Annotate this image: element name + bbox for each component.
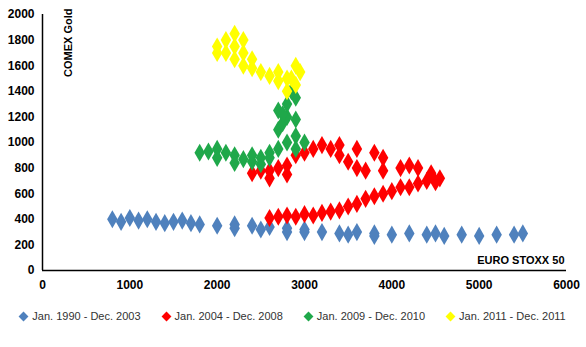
svg-text:1600: 1600 xyxy=(8,59,35,73)
svg-text:2000: 2000 xyxy=(204,278,231,292)
svg-text:1200: 1200 xyxy=(8,110,35,124)
html-text:Jan. 2009 - Dec. 2010: Jan. 2009 - Dec. 2010 xyxy=(316,310,426,322)
svg-text:0: 0 xyxy=(39,278,46,292)
svg-text:6000: 6000 xyxy=(553,278,580,292)
svg-text:1400: 1400 xyxy=(8,84,35,98)
svg-text:0: 0 xyxy=(28,263,35,277)
svg-text:1000: 1000 xyxy=(8,135,35,149)
svg-text:3000: 3000 xyxy=(291,278,318,292)
html-text:Jan. 1990 - Dec. 2003: Jan. 1990 - Dec. 2003 xyxy=(32,310,141,322)
html-text:Jan. 2011 - Dec. 2011: Jan. 2011 - Dec. 2011 xyxy=(459,310,566,322)
svg-text:600: 600 xyxy=(14,187,34,201)
svg-text:EURO STOXX 50: EURO STOXX 50 xyxy=(477,254,564,266)
svg-text:800: 800 xyxy=(14,161,34,175)
svg-text:2000: 2000 xyxy=(8,7,35,21)
html-text:Jan. 2004 - Dec. 2008: Jan. 2004 - Dec. 2008 xyxy=(174,310,283,322)
svg-text:1000: 1000 xyxy=(116,278,143,292)
svg-text:200: 200 xyxy=(14,238,34,252)
svg-text:COMEX Gold: COMEX Gold xyxy=(62,9,74,77)
svg-text:1800: 1800 xyxy=(8,33,35,47)
svg-text:400: 400 xyxy=(14,212,34,226)
svg-text:4000: 4000 xyxy=(378,278,405,292)
svg-text:5000: 5000 xyxy=(466,278,493,292)
